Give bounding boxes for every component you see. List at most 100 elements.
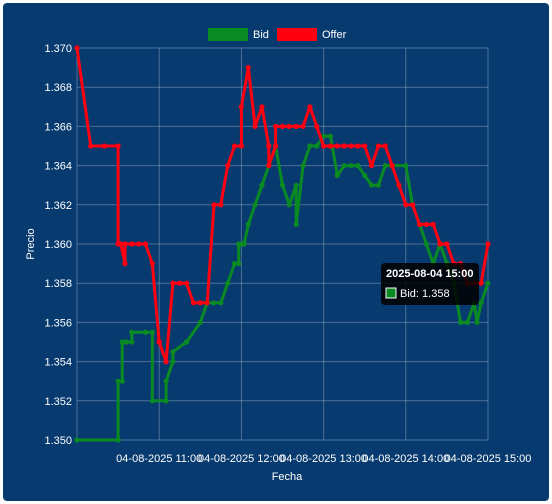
data-point-bid[interactable] <box>211 300 217 306</box>
data-point-offer[interactable] <box>118 241 124 247</box>
data-point-offer[interactable] <box>300 123 306 129</box>
data-point-bid[interactable] <box>279 182 286 188</box>
data-point-offer[interactable] <box>355 143 361 149</box>
data-point-offer[interactable] <box>252 123 258 129</box>
data-point-offer[interactable] <box>88 143 94 149</box>
data-point-offer[interactable] <box>129 241 135 247</box>
data-point-offer[interactable] <box>389 163 395 169</box>
data-point-offer[interactable] <box>211 202 217 208</box>
data-point-bid[interactable] <box>368 182 375 188</box>
data-point-offer[interactable] <box>149 261 155 267</box>
data-point-bid[interactable] <box>334 172 340 178</box>
data-point-offer[interactable] <box>307 104 313 110</box>
data-point-offer[interactable] <box>197 300 203 306</box>
data-point-bid[interactable] <box>197 319 203 325</box>
data-point-bid[interactable] <box>231 261 238 267</box>
data-point-offer[interactable] <box>382 143 388 149</box>
data-point-bid[interactable] <box>163 398 169 404</box>
legend-item-bid[interactable]: Bid <box>208 28 269 41</box>
data-point-bid[interactable] <box>149 398 155 404</box>
data-point-bid[interactable] <box>142 329 149 335</box>
data-point-bid[interactable] <box>293 221 299 227</box>
data-point-bid[interactable] <box>170 359 176 365</box>
data-point-bid[interactable] <box>74 437 80 443</box>
data-point-offer[interactable] <box>231 143 238 149</box>
data-point-bid[interactable] <box>293 182 299 188</box>
data-point-bid[interactable] <box>123 339 129 345</box>
data-point-bid[interactable] <box>464 319 471 325</box>
data-point-offer[interactable] <box>266 143 272 149</box>
data-point-bid[interactable] <box>321 133 327 139</box>
data-point-offer[interactable] <box>314 123 320 129</box>
data-point-bid[interactable] <box>184 339 190 345</box>
data-point-offer[interactable] <box>177 280 183 286</box>
data-point-offer[interactable] <box>403 202 409 208</box>
data-point-offer[interactable] <box>101 143 107 149</box>
data-point-bid[interactable] <box>382 163 388 169</box>
data-point-offer[interactable] <box>375 143 381 149</box>
data-point-bid[interactable] <box>286 202 292 208</box>
data-point-offer[interactable] <box>485 241 491 247</box>
data-point-bid[interactable] <box>355 163 361 169</box>
data-point-offer[interactable] <box>163 359 169 365</box>
data-point-bid[interactable] <box>149 329 155 335</box>
data-point-offer[interactable] <box>430 221 436 227</box>
data-point-offer[interactable] <box>273 143 279 149</box>
data-point-offer[interactable] <box>396 182 402 188</box>
data-point-bid[interactable] <box>115 378 121 384</box>
data-point-offer[interactable] <box>273 123 279 129</box>
data-point-bid[interactable] <box>252 202 258 208</box>
data-point-offer[interactable] <box>334 143 340 149</box>
data-point-bid[interactable] <box>485 280 491 286</box>
data-point-offer[interactable] <box>416 221 423 227</box>
data-point-bid[interactable] <box>362 172 368 178</box>
data-point-offer[interactable] <box>218 202 224 208</box>
data-point-bid[interactable] <box>170 349 176 355</box>
data-point-offer[interactable] <box>327 143 334 149</box>
data-point-offer[interactable] <box>362 143 368 149</box>
data-point-bid[interactable] <box>327 133 334 139</box>
data-point-bid[interactable] <box>163 378 169 384</box>
data-point-bid[interactable] <box>348 163 354 169</box>
data-point-bid[interactable] <box>307 143 313 149</box>
data-point-bid[interactable] <box>218 300 224 306</box>
data-point-bid[interactable] <box>259 182 265 188</box>
data-point-offer[interactable] <box>156 339 162 345</box>
data-point-bid[interactable] <box>314 143 320 149</box>
data-point-offer[interactable] <box>184 280 190 286</box>
data-point-bid[interactable] <box>423 241 429 247</box>
data-point-bid[interactable] <box>478 300 484 306</box>
data-point-bid[interactable] <box>403 163 409 169</box>
data-point-offer[interactable] <box>238 143 244 149</box>
data-point-bid[interactable] <box>474 319 480 325</box>
data-point-offer[interactable] <box>266 163 272 169</box>
data-point-bid[interactable] <box>129 339 135 345</box>
data-point-offer[interactable] <box>410 202 416 208</box>
data-point-bid[interactable] <box>119 339 125 345</box>
data-point-offer[interactable] <box>259 104 265 110</box>
data-point-offer[interactable] <box>238 104 244 110</box>
data-point-bid[interactable] <box>129 329 135 335</box>
data-point-offer[interactable] <box>225 163 231 169</box>
data-point-bid[interactable] <box>115 437 121 443</box>
data-point-offer[interactable] <box>348 143 354 149</box>
data-point-offer[interactable] <box>170 280 176 286</box>
data-point-bid[interactable] <box>341 163 347 169</box>
data-point-bid[interactable] <box>245 221 251 227</box>
data-point-offer[interactable] <box>136 241 142 247</box>
data-point-offer[interactable] <box>341 143 347 149</box>
data-point-offer[interactable] <box>444 241 450 247</box>
data-point-bid[interactable] <box>375 182 381 188</box>
data-point-offer[interactable] <box>142 241 149 247</box>
legend-item-offer[interactable]: Offer <box>277 28 347 41</box>
data-point-bid[interactable] <box>225 280 231 286</box>
data-point-offer[interactable] <box>74 45 80 51</box>
data-point-offer[interactable] <box>279 123 286 129</box>
data-point-offer[interactable] <box>478 280 484 286</box>
data-point-bid[interactable] <box>241 241 247 247</box>
data-point-offer[interactable] <box>204 300 210 306</box>
data-point-bid[interactable] <box>236 261 242 267</box>
data-point-offer[interactable] <box>423 221 429 227</box>
data-point-offer[interactable] <box>368 163 375 169</box>
data-point-bid[interactable] <box>458 319 464 325</box>
